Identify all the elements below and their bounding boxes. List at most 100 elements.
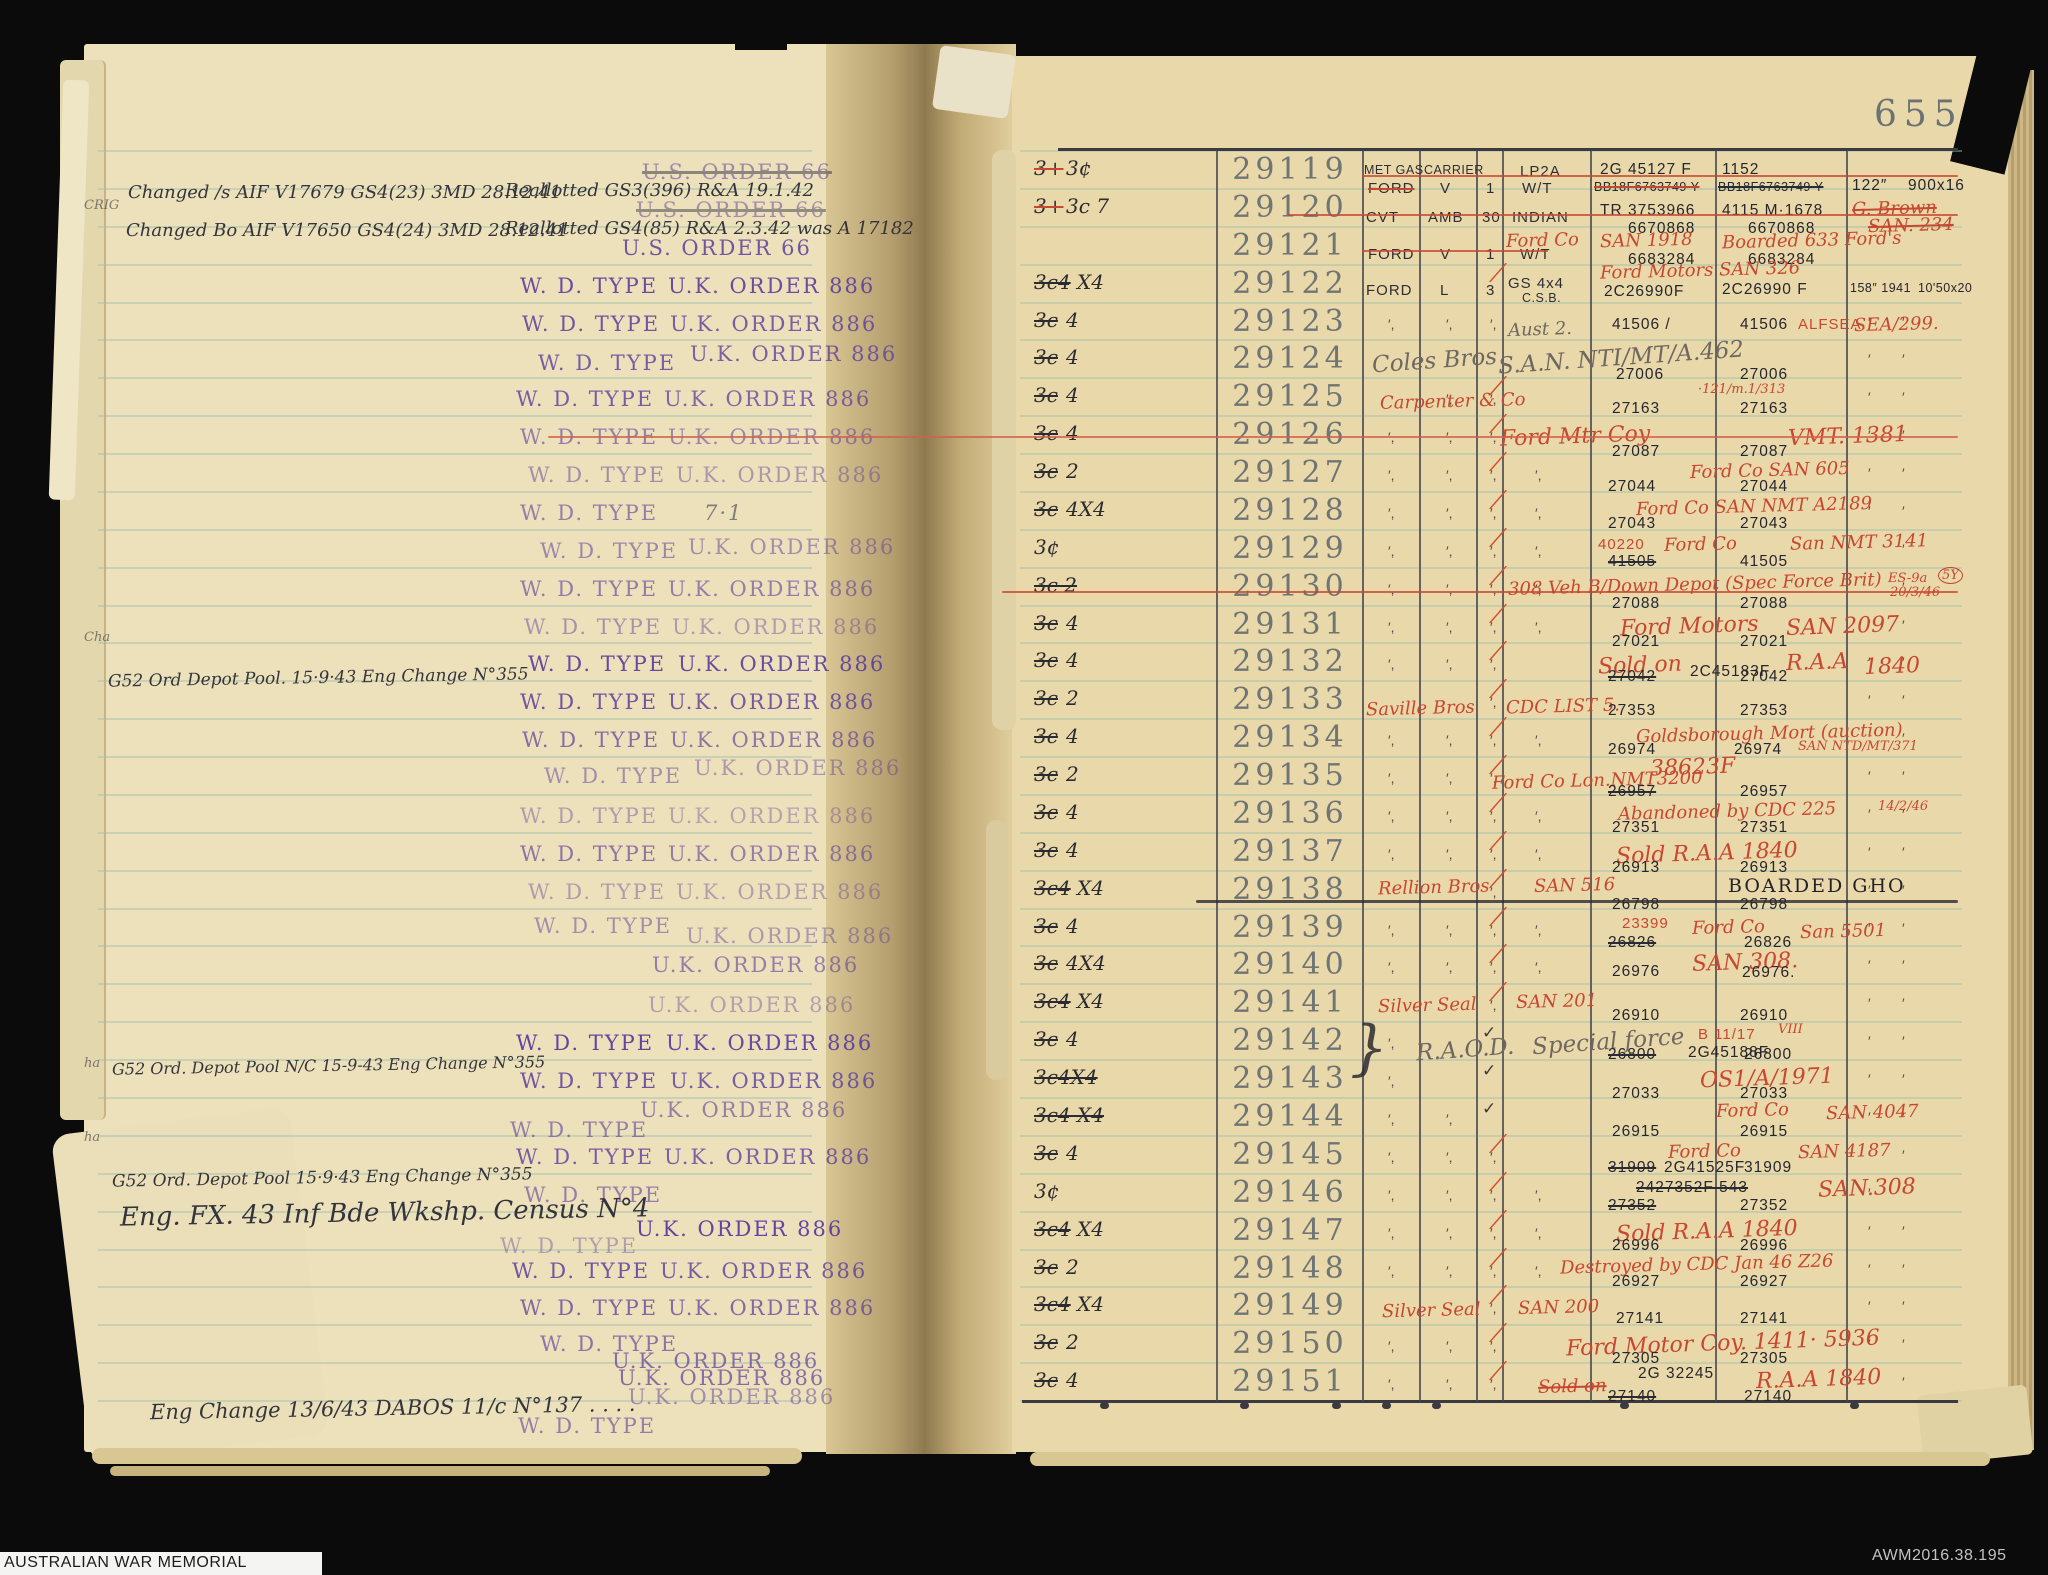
marks-struck: 3c <box>1034 307 1058 332</box>
row-fragment: 14/2/46 <box>1878 798 1929 814</box>
red-tick-mark: ╱ <box>1489 791 1506 816</box>
page-number: 655 <box>1874 94 1964 135</box>
ledger-annotation: Changed /s AIF V17679 GS4(23) 3MD 28.12.… <box>128 182 562 203</box>
row-fragment: 2G 32245 <box>1638 1365 1715 1383</box>
ditto-mark: ′, <box>1388 1338 1395 1355</box>
ruled-line <box>1020 225 1962 228</box>
marks-struck: 3c4 <box>1034 875 1071 900</box>
ditto-mark: ′, <box>1490 315 1497 332</box>
marks: 2 <box>1066 459 1079 484</box>
ruled-line <box>98 1324 812 1327</box>
row-fragment: SAN 200 <box>1517 1296 1600 1320</box>
row-fragment: Saville Bros <box>1365 696 1476 721</box>
row-fragment: 31909 <box>1608 1158 1657 1176</box>
row-fragment: Coles Bros <box>1371 344 1498 379</box>
row-fragment: BB18F6763749 Y <box>1594 180 1700 194</box>
red-tick-mark: ╱ <box>1489 943 1506 967</box>
ditto-mark: ′, <box>1535 1186 1542 1203</box>
row-fragment: Carpenter & Co <box>1379 389 1526 415</box>
ditto-mark: ′, <box>1446 921 1453 938</box>
ditto-mark: ′, <box>1490 770 1497 787</box>
ruled-line <box>1020 301 1962 304</box>
ditto-mark: ′ <box>1902 1298 1905 1315</box>
ruled-line <box>98 453 812 456</box>
register-row: 29144 3c4 X4 ′, ′, ′ ′ ✓ Ford Co SAN 4047 26915 26… <box>0 1097 2048 1140</box>
stamp-uk-order: U.K. ORDER 886 <box>618 1366 826 1391</box>
serial-stamp: 29150 <box>1232 1326 1348 1362</box>
row-fragment: 27141 <box>1740 1310 1789 1328</box>
marks-struck: 3c <box>1034 1140 1058 1165</box>
ditto-mark: ′ <box>1902 1033 1905 1050</box>
row-fragment: BOARDED GHO <box>1728 874 1906 897</box>
stamp-uk-order: U.K. ORDER 886 <box>664 387 872 412</box>
ditto-mark: ′ <box>1902 578 1905 595</box>
ditto-mark: ′, <box>1446 391 1453 408</box>
ruled-line <box>98 490 812 493</box>
margin-fragment: Cha <box>84 630 111 645</box>
ditto-mark: ′, <box>1446 467 1453 484</box>
ditto-mark: ′, <box>1490 1376 1497 1393</box>
row-fragment: Boarded 633 Ford's <box>1721 227 1902 254</box>
row-fragment: BB18F6763749 Y <box>1718 180 1824 194</box>
serial-stamp: 29132 <box>1232 644 1348 680</box>
gutter-scrap-strip-2 <box>986 820 1008 1080</box>
stamp-wd-type: W. D. TYPE <box>510 1118 649 1142</box>
marks-struck: 3c4 <box>1034 989 1071 1014</box>
marks-struck: 3c4 X4 <box>1034 1103 1104 1127</box>
register-row: 29134 3c 4 ′, ′, ′, ′, ′ ′ ╱ Goldsborough Mort (au… <box>0 716 2048 758</box>
ditto-mark: ′ <box>1868 957 1871 974</box>
row-fragment: FORD <box>1368 245 1415 263</box>
ditto-mark: ′ <box>1902 1260 1905 1277</box>
ditto-mark: ′, <box>1388 542 1395 559</box>
red-tick-mark: ╱ <box>1489 829 1506 853</box>
ditto-mark: ′, <box>1535 1262 1542 1279</box>
serial-stamp: 29130 <box>1232 568 1348 604</box>
ditto-mark: ′, <box>1446 807 1453 824</box>
row-fragment: 27352 <box>1740 1196 1789 1214</box>
serial-stamp: 29144 <box>1232 1099 1348 1134</box>
row-fragment: 26996 <box>1740 1236 1789 1254</box>
ditto-mark: ′, <box>1535 504 1542 521</box>
ditto-mark: ′, <box>1446 656 1453 673</box>
table-column-line <box>1846 150 1848 1402</box>
ditto-mark: ′, <box>1490 845 1497 862</box>
red-tick-mark: ╱ <box>1489 564 1506 588</box>
ditto-mark: ′ <box>1902 957 1905 974</box>
register-row: 29143 3c4X4 ′, ′ ′ ✓ OS1/A/1971 27033 27033 <box>0 1059 2048 1102</box>
red-tick-mark: ╱ <box>1489 1132 1506 1156</box>
table-bottom-dot <box>1332 1402 1341 1409</box>
ditto-mark: ′, <box>1388 732 1395 749</box>
row-fragment: SEA/299. <box>1853 312 1939 336</box>
ditto-mark: ′, <box>1388 580 1395 597</box>
row-fragment: FORD <box>1368 180 1415 197</box>
ruled-line <box>1020 187 1962 190</box>
stamp-wd-type: W. D. TYPE <box>538 351 677 376</box>
row-fragment: 26913 <box>1612 858 1661 876</box>
red-tick-mark: ╱ <box>1489 678 1506 702</box>
red-tick-mark: ╱ <box>1489 1284 1506 1308</box>
check-mark: ✓ <box>1482 1061 1497 1081</box>
table-column-line <box>1502 150 1504 1402</box>
serial-stamp: 29131 <box>1232 606 1348 642</box>
margin-fragment: CRIG <box>84 198 120 213</box>
row-fragment: 41506 <box>1740 315 1789 333</box>
table-bottom-dot <box>1100 1402 1109 1409</box>
marks-struck: 3c 2 <box>1034 572 1078 597</box>
ruled-line <box>98 869 812 872</box>
ditto-mark: ′, <box>1446 1148 1453 1165</box>
row-fragment: Ford Motors SAN 326 <box>1599 257 1801 284</box>
row-fragment: VIII <box>1778 1022 1803 1038</box>
stamp-wd-type: W. D. TYPE <box>520 803 659 828</box>
register-row: 29131 3c 4 ′, ′, ′, ′, ′ ′ ╱ Ford Motors SAN 2097 27… <box>0 602 2048 649</box>
row-fragment: 27352 <box>1608 1196 1657 1214</box>
ruled-line <box>98 263 812 266</box>
ditto-mark: ′, <box>1446 1111 1453 1127</box>
marks-struck: 3c4 <box>1034 269 1071 294</box>
ditto-mark: ′, <box>1388 807 1395 824</box>
marks: X4 <box>1077 1292 1104 1317</box>
ditto-mark: ′, <box>1490 656 1497 673</box>
row-fragment: 26957 <box>1740 783 1789 801</box>
row-fragment: W/T <box>1522 180 1553 197</box>
ditto-mark: ′, <box>1490 542 1497 559</box>
ditto-mark: ′ <box>1868 313 1871 330</box>
